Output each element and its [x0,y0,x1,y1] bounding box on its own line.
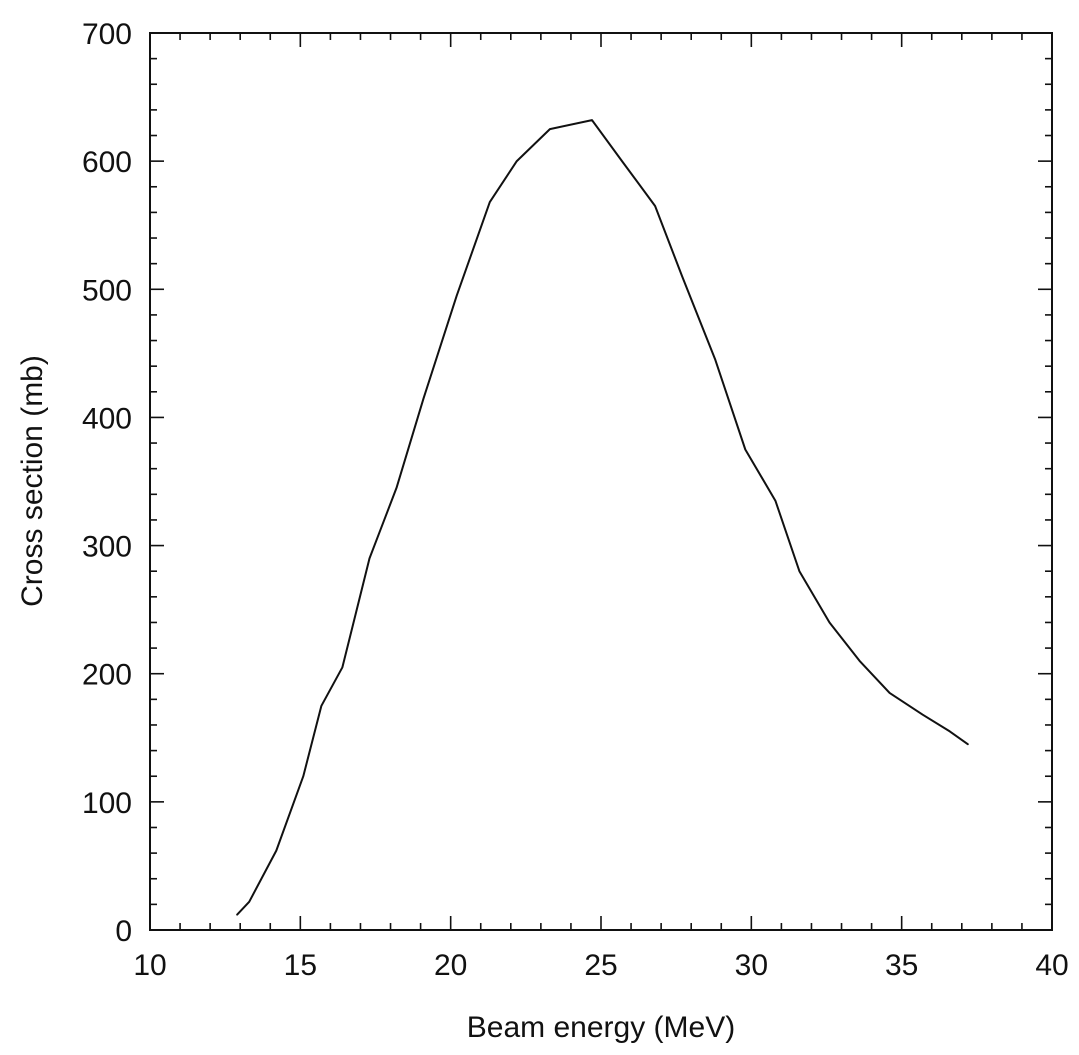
y-tick-label: 700 [82,18,132,51]
axis-ticks [149,32,1053,931]
x-tick-label: 20 [434,949,467,982]
x-tick-label: 25 [584,949,617,982]
x-tick-label: 40 [1035,949,1068,982]
y-tick-label: 300 [82,531,132,564]
x-axis-label: Beam energy (MeV) [467,1011,735,1044]
plot-frame [149,32,1053,931]
x-tick-label: 10 [133,949,166,982]
y-tick-label: 400 [82,402,132,435]
x-tick-label: 15 [284,949,317,982]
y-tick-label: 100 [82,787,132,820]
y-tick-label: 600 [82,146,132,179]
y-tick-label: 0 [115,915,132,948]
series-layer [236,119,969,916]
series-line [236,119,969,916]
y-tick-label: 500 [82,274,132,307]
y-tick-label: 200 [82,659,132,692]
x-tick-label: 30 [735,949,768,982]
x-tick-label: 35 [885,949,918,982]
y-axis-label: Cross section (mb) [16,355,49,607]
